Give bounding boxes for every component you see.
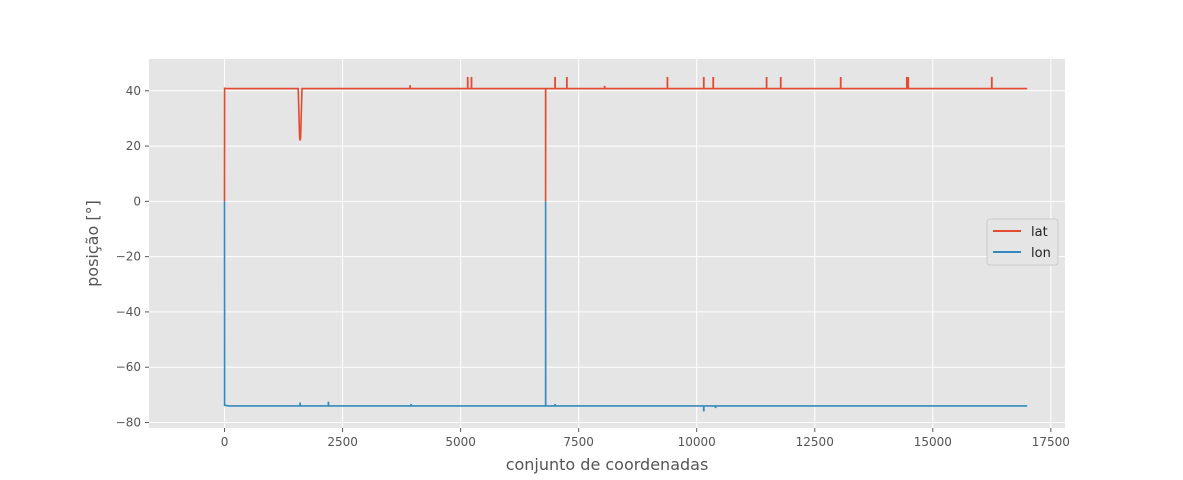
legend: lat lon <box>986 218 1059 266</box>
y-axis-label: posição [°] <box>83 200 102 287</box>
y-tick-label: −60 <box>116 360 141 374</box>
series-layer <box>223 76 1028 412</box>
grid <box>149 59 1065 428</box>
x-tick-label: 5000 <box>445 435 476 449</box>
x-axis: 0 2500 5000 7500 10000 12500 15000 17500 <box>221 428 1070 449</box>
x-axis-label: conjunto de coordenadas <box>506 455 709 474</box>
x-tick-label: 17500 <box>1032 435 1070 449</box>
series-line-lat <box>223 87 1028 202</box>
y-tick-label: −80 <box>116 415 141 429</box>
legend-label-lon: lon <box>1031 246 1051 261</box>
series-line-lon <box>223 201 1028 407</box>
y-tick-label: 40 <box>126 84 141 98</box>
legend-label-lat: lat <box>1031 225 1048 240</box>
y-tick-label: 0 <box>133 194 141 208</box>
x-tick-label: 0 <box>221 435 229 449</box>
x-tick-label: 15000 <box>914 435 952 449</box>
x-tick-label: 7500 <box>563 435 594 449</box>
y-axis: 40 20 0 −20 −40 −60 −80 <box>116 84 149 429</box>
y-tick-label: −20 <box>116 250 141 264</box>
x-tick-label: 10000 <box>678 435 716 449</box>
y-tick-label: −40 <box>116 305 141 319</box>
x-tick-label: 2500 <box>327 435 358 449</box>
plot-background <box>149 59 1065 428</box>
x-tick-label: 12500 <box>796 435 834 449</box>
y-tick-label: 20 <box>126 139 141 153</box>
